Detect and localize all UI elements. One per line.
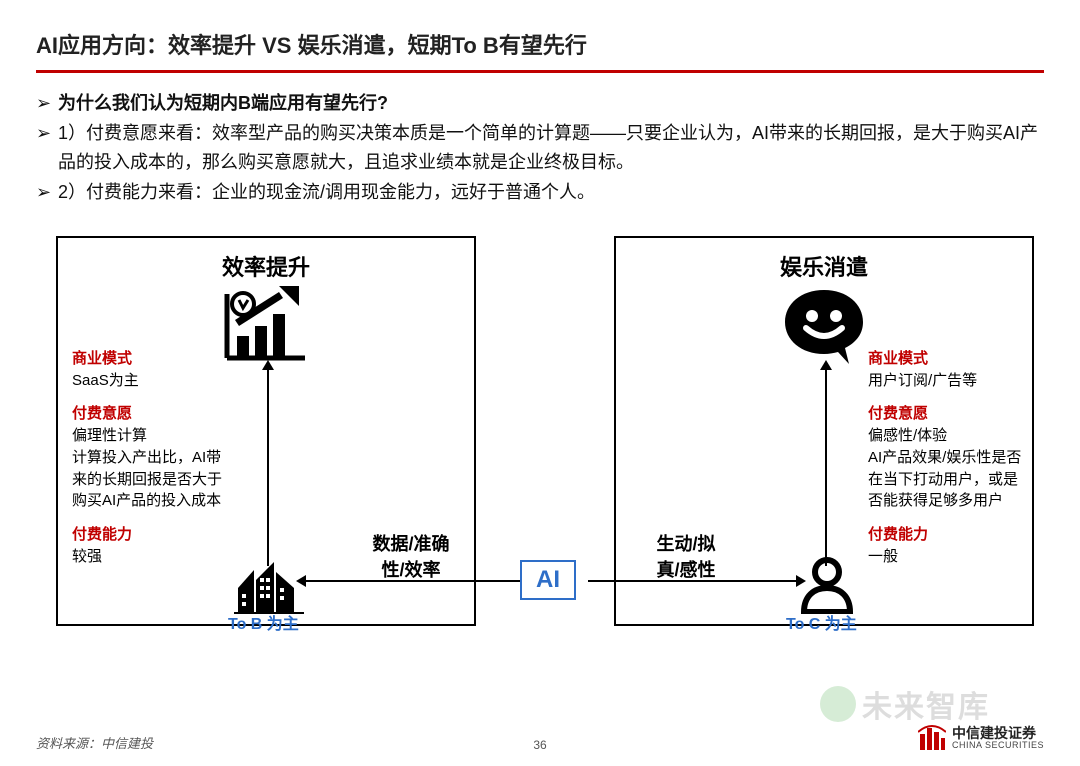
bullet-list: ➢ 为什么我们认为短期内B端应用有望先行? ➢ 1）付费意愿来看：效率型产品的购…: [36, 89, 1044, 208]
tob-label: To B 为主: [228, 610, 299, 634]
arrow-tob-up: [267, 366, 269, 566]
attr-body: AI产品效果/娱乐性是否在当下打动用户，或是否能获得足够多用户: [868, 447, 1028, 512]
ai-node: AI: [520, 560, 576, 600]
diagram-area: 效率提升: [36, 236, 1044, 636]
page-number: 36: [533, 738, 546, 752]
bullet-question: 为什么我们认为短期内B端应用有望先行?: [58, 89, 1044, 119]
panel-right-title: 娱乐消遣: [616, 250, 1032, 282]
watermark-icon: [820, 686, 856, 722]
attr-heading: 付费能力: [868, 524, 1028, 546]
attr-body: 一般: [868, 546, 1028, 568]
attr-heading: 付费能力: [72, 524, 227, 546]
source-text: 资料来源：中信建投: [36, 733, 153, 752]
bullet-marker: ➢: [36, 119, 58, 178]
attr-heading: 商业模式: [72, 348, 227, 370]
edge-left-label-line1: 数据/准确: [346, 530, 476, 556]
smile-chat-icon: [779, 286, 869, 366]
right-attrs: 商业模式 用户订阅/广告等 付费意愿 偏感性/体验 AI产品效果/娱乐性是否在当…: [868, 348, 1028, 568]
attr-heading: 付费意愿: [868, 403, 1028, 425]
edge-right-label: 生动/拟 真/感性: [626, 530, 746, 582]
attr-body: 计算投入产出比，AI带来的长期回报是否大于购买AI产品的投入成本: [72, 447, 227, 512]
title-divider: [36, 70, 1044, 73]
attr-body: SaaS为主: [72, 370, 227, 392]
arrowhead-left-icon: [296, 575, 306, 587]
attr-body: 偏感性/体验: [868, 425, 1028, 447]
growth-chart-icon: [221, 286, 311, 364]
page-title: AI应用方向：效率提升 VS 娱乐消遣，短期To B有望先行: [36, 28, 1044, 60]
arrowhead-up-icon: [262, 360, 274, 370]
toc-label: To C 为主: [786, 610, 857, 634]
watermark: 未来智库: [820, 682, 990, 726]
brand-logo-icon: [918, 724, 946, 752]
left-attrs: 商业模式 SaaS为主 付费意愿 偏理性计算 计算投入产出比，AI带来的长期回报…: [72, 348, 227, 568]
edge-right-label-line2: 真/感性: [626, 556, 746, 582]
brand-name-cn: 中信建投证券: [952, 726, 1044, 741]
attr-body: 用户订阅/广告等: [868, 370, 1028, 392]
bullet-marker: ➢: [36, 89, 58, 119]
bullet-point-1: 1）付费意愿来看：效率型产品的购买决策本质是一个简单的计算题——只要企业认为，A…: [58, 119, 1044, 178]
panel-left-title: 效率提升: [58, 250, 474, 282]
arrow-toc-up: [825, 366, 827, 566]
arrowhead-right-icon: [796, 575, 806, 587]
edge-right-label-line1: 生动/拟: [626, 530, 746, 556]
watermark-text: 未来智库: [862, 682, 990, 726]
brand-name-en: CHINA SECURITIES: [952, 741, 1044, 750]
attr-body: 偏理性计算: [72, 425, 227, 447]
attr-heading: 付费意愿: [72, 403, 227, 425]
attr-body: 较强: [72, 546, 227, 568]
brand-block: 中信建投证券 CHINA SECURITIES: [918, 724, 1044, 752]
bullet-marker: ➢: [36, 178, 58, 208]
bullet-point-2: 2）付费能力来看：企业的现金流/调用现金能力，远好于普通个人。: [58, 178, 1044, 208]
edge-left-label-line2: 性/效率: [346, 556, 476, 582]
arrowhead-up-icon: [820, 360, 832, 370]
enterprise-icon: [234, 558, 304, 614]
edge-left-label: 数据/准确 性/效率: [346, 530, 476, 582]
person-icon: [798, 556, 856, 614]
attr-heading: 商业模式: [868, 348, 1028, 370]
